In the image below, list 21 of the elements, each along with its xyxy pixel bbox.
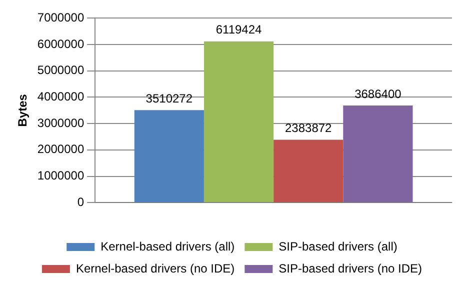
y-tick-label: 7000000 bbox=[37, 10, 84, 25]
legend-label: SIP-based drivers (no IDE) bbox=[278, 261, 422, 276]
data-label: 3510272 bbox=[146, 91, 193, 106]
data-label: 6119424 bbox=[216, 22, 262, 37]
y-tick-label: 3000000 bbox=[37, 116, 84, 130]
bar bbox=[204, 41, 274, 202]
y-tick-label: 0 bbox=[77, 194, 84, 209]
data-label: 3686400 bbox=[354, 86, 402, 101]
y-tick-label: 5000000 bbox=[37, 63, 84, 78]
legend-label: SIP-based drivers (all) bbox=[278, 239, 398, 254]
y-tick-label: 1000000 bbox=[37, 168, 84, 183]
y-tick-label: 2000000 bbox=[37, 142, 84, 156]
legend-label: Kernel-based drivers (no IDE) bbox=[76, 261, 235, 276]
y-tick-label: 4000000 bbox=[37, 90, 84, 104]
y-tick-label: 6000000 bbox=[37, 36, 84, 51]
y-axis-title: Bytes bbox=[16, 94, 30, 127]
bar bbox=[134, 110, 204, 202]
legend-label: Kernel-based drivers (all) bbox=[100, 239, 235, 254]
data-label: 2383872 bbox=[284, 121, 332, 136]
bar bbox=[343, 105, 413, 202]
bar bbox=[274, 140, 344, 202]
